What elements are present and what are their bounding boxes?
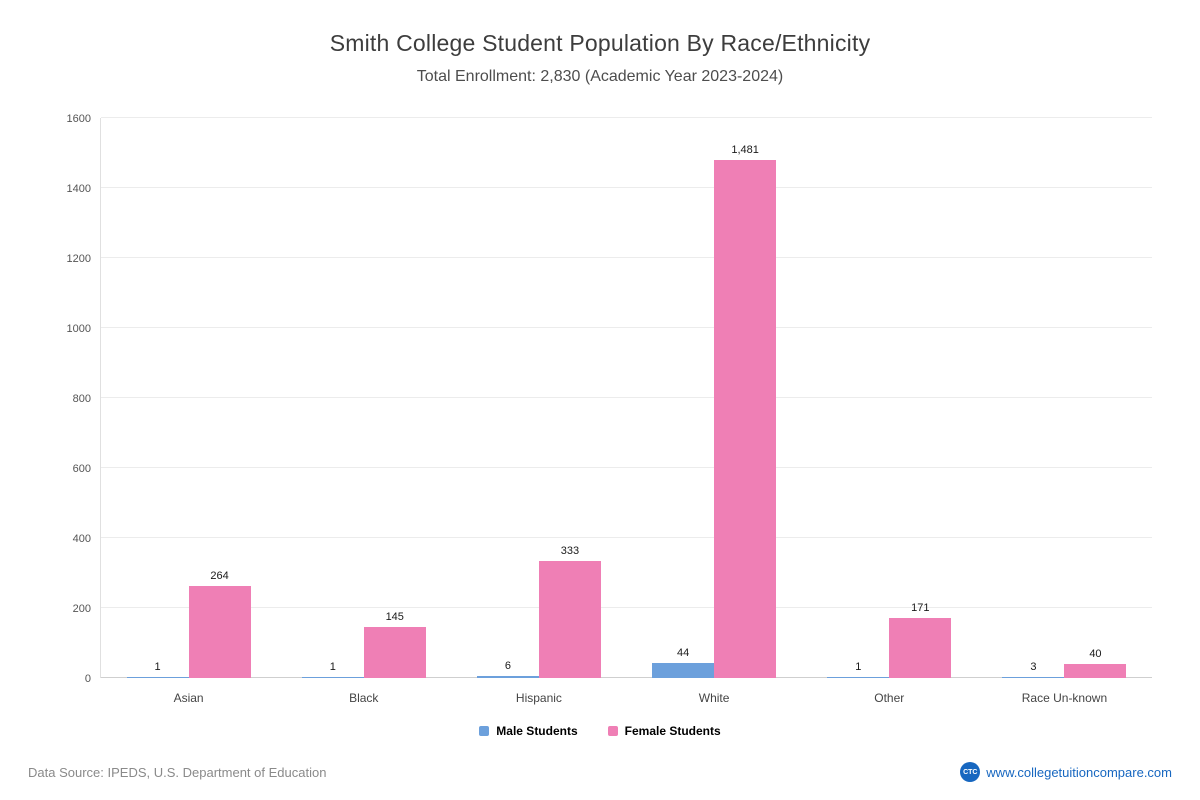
chart-subtitle: Total Enrollment: 2,830 (Academic Year 2… (416, 68, 784, 85)
footer: Data Source: IPEDS, U.S. Department of E… (0, 762, 1200, 782)
bar-groups: 1 264 Asian 1 145 Black 6 333 Hispanic 44 1,481 Whi… (101, 118, 1152, 705)
bar-female-white (714, 159, 777, 678)
value-label: 44 (676, 646, 690, 659)
category-group: 1 145 Black (276, 118, 451, 705)
value-label: 6 (504, 659, 511, 672)
gridline (101, 467, 1152, 468)
value-label: 171 (911, 602, 930, 615)
y-axis-tick-label: 400 (72, 533, 91, 545)
bar-column: 1 (827, 118, 890, 678)
gridline (101, 537, 1152, 538)
bar-female-black (363, 627, 426, 678)
value-label: 40 (1089, 648, 1102, 660)
bar-male-asian (126, 677, 189, 678)
bar-column: 44 (652, 118, 715, 678)
value-label: 264 (210, 569, 229, 582)
gridline (101, 257, 1152, 258)
bar-column: 6 (476, 118, 539, 678)
bar-column: 333 (538, 118, 601, 678)
bar-column: 1 (301, 118, 364, 678)
bar-column: 171 (889, 118, 952, 678)
legend-swatch (607, 726, 618, 736)
legend: Male Students Female Students (0, 724, 1200, 738)
plot-area: 0 200 400 600 800 1000 1200 1400 1600 1 264 Asian 1 1… (67, 113, 1152, 705)
x-axis-category-label: Hispanic (515, 691, 562, 705)
value-label: 1 (329, 661, 336, 673)
bar-male-black (301, 677, 364, 678)
value-label: 3 (1030, 660, 1037, 673)
gridline (101, 117, 1152, 118)
bar-male-other (827, 677, 890, 678)
bar-male-white (652, 662, 715, 678)
category-group: 44 1,481 White (627, 118, 802, 705)
value-label: 1 (855, 661, 862, 673)
bar-column: 264 (188, 118, 251, 678)
legend-swatch (479, 726, 490, 736)
x-axis-category-label: Black (349, 691, 379, 705)
value-label: 1 (154, 661, 161, 673)
y-axis-tick-label: 1200 (66, 253, 91, 265)
chart-title: Smith College Student Population By Race… (329, 30, 871, 56)
y-axis-tick-label: 1600 (66, 113, 91, 125)
y-axis-tick-label: 600 (72, 463, 91, 475)
value-label: 1,481 (731, 143, 759, 156)
bar-female-race-un-known (1064, 664, 1127, 678)
data-source-text: Data Source: IPEDS, U.S. Department of E… (28, 764, 327, 780)
y-axis-tick-label: 1000 (66, 323, 91, 335)
bar-column: 1,481 (714, 118, 777, 678)
bar-male-hispanic (476, 675, 539, 678)
value-label: 145 (385, 611, 404, 624)
legend-label: Female Students (624, 724, 721, 738)
legend-item: Female Students (607, 724, 721, 738)
bar-column: 3 (1002, 118, 1065, 678)
gridline (101, 327, 1152, 328)
ctc-logo-icon: CTC (960, 762, 981, 782)
x-axis-category-label: Race Un-known (1021, 691, 1108, 705)
bar-female-other (889, 618, 952, 678)
gridline (101, 187, 1152, 188)
value-label: 333 (560, 545, 580, 558)
site-url-label: www.collegetuitioncompare.com (986, 764, 1172, 780)
category-group: 1 264 Asian (101, 118, 276, 705)
y-axis-tick-label: 200 (72, 603, 91, 615)
x-axis-category-label: Asian (173, 691, 204, 705)
y-axis-tick-label: 800 (72, 393, 91, 405)
bar-female-asian (188, 585, 251, 678)
bar-column: 1 (126, 118, 189, 678)
y-axis-tick-label: 1400 (66, 183, 91, 195)
category-group: 3 40 Race Un-known (977, 118, 1152, 705)
category-group: 1 171 Other (802, 118, 977, 705)
bar-column: 40 (1064, 118, 1127, 678)
legend-item: Male Students (479, 724, 578, 738)
x-axis-category-label: White (698, 691, 730, 705)
x-axis-category-label: Other (874, 691, 905, 705)
site-link[interactable]: CTC www.collegetuitioncompare.com (960, 762, 1172, 782)
bar-column: 145 (363, 118, 426, 678)
gridline (101, 677, 1152, 678)
gridline (101, 397, 1152, 398)
category-group: 6 333 Hispanic (451, 118, 626, 705)
legend-label: Male Students (496, 724, 578, 738)
bar-male-race-un-known (1002, 676, 1065, 678)
gridline (101, 607, 1152, 608)
bar-female-hispanic (538, 561, 601, 678)
y-axis-tick-label: 0 (84, 673, 91, 685)
